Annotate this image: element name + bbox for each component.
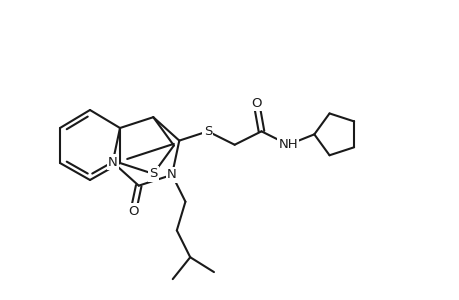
Text: N: N (107, 156, 118, 169)
Text: N: N (167, 168, 177, 181)
Text: O: O (128, 205, 138, 218)
Text: NH: NH (278, 138, 297, 151)
Text: O: O (251, 97, 261, 110)
Text: S: S (149, 167, 157, 180)
Text: S: S (203, 125, 212, 138)
